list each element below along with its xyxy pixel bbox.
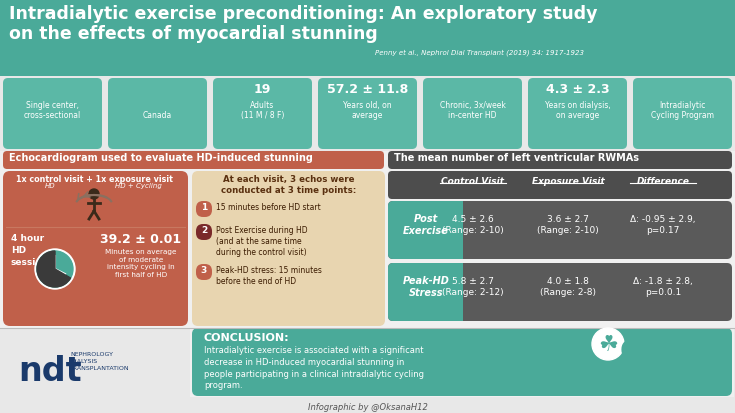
FancyBboxPatch shape [3,171,188,326]
FancyBboxPatch shape [388,202,732,259]
Text: Post
Exercise: Post Exercise [403,213,449,236]
Text: Penny et al., Nephrol Dial Transplant (2019) 34: 1917-1923: Penny et al., Nephrol Dial Transplant (2… [375,49,584,55]
Text: 4.5 ± 2.6
(Range: 2-10): 4.5 ± 2.6 (Range: 2-10) [442,214,504,235]
Text: HD: HD [45,183,55,189]
Circle shape [37,252,73,287]
FancyBboxPatch shape [388,152,732,170]
Bar [0,328,190,413]
Text: Years old, on
average: Years old, on average [343,100,392,120]
Text: Single center,
cross-sectional: Single center, cross-sectional [24,100,81,120]
FancyBboxPatch shape [633,79,732,150]
Text: HD + Cycling: HD + Cycling [115,183,162,189]
Text: Years on dialysis,
on average: Years on dialysis, on average [545,100,610,120]
Text: 4.3 ± 2.3: 4.3 ± 2.3 [545,83,609,96]
FancyBboxPatch shape [95,230,187,322]
Bar [0,77,735,152]
FancyBboxPatch shape [388,202,463,259]
FancyBboxPatch shape [3,79,102,150]
Text: 3.6 ± 2.7
(Range: 2-10): 3.6 ± 2.7 (Range: 2-10) [537,214,599,235]
Text: Intradialytic exercise is associated with a significant
decrease in HD-induced m: Intradialytic exercise is associated wit… [204,345,424,389]
FancyBboxPatch shape [423,79,522,150]
Bar [0,0,735,77]
Text: 15 minutes before HD start: 15 minutes before HD start [216,202,320,211]
Text: 5.8 ± 2.7
(Range: 2-12): 5.8 ± 2.7 (Range: 2-12) [442,276,503,297]
Text: Adults
(11 M / 8 F): Adults (11 M / 8 F) [241,100,284,120]
Text: Δ: -0.95 ± 2.9,
p=0.17: Δ: -0.95 ± 2.9, p=0.17 [630,214,696,235]
Text: NEPHROLOGY
DIALYSIS
TRANSPLANTATION: NEPHROLOGY DIALYSIS TRANSPLANTATION [70,351,129,370]
FancyBboxPatch shape [192,171,385,326]
Text: Post Exercise during HD
(and at the same time
during the control visit): Post Exercise during HD (and at the same… [216,225,308,256]
Text: At each visit, 3 echos were
conducted at 3 time points:: At each visit, 3 echos were conducted at… [221,175,356,195]
Text: GREX: GREX [620,337,704,365]
Text: 1x control visit + 1x exposure visit: 1x control visit + 1x exposure visit [15,175,173,183]
Text: ☘: ☘ [598,334,618,354]
Text: Intradialytic exercise preconditioning: An exploratory study: Intradialytic exercise preconditioning: … [9,5,598,23]
FancyBboxPatch shape [528,79,627,150]
FancyBboxPatch shape [213,79,312,150]
Text: Peak-HD stress: 15 minutes
before the end of HD: Peak-HD stress: 15 minutes before the en… [216,266,322,285]
Text: Intradialytic
Cycling Program: Intradialytic Cycling Program [651,100,714,120]
Bar [734,328,735,413]
Circle shape [35,249,75,289]
Text: 1: 1 [201,202,207,211]
Bar [0,397,735,413]
Text: 4 hour
HD
session: 4 hour HD session [11,233,49,266]
Text: 3: 3 [201,266,207,274]
Text: Canada: Canada [143,111,172,120]
Bar [430,202,463,259]
Text: ndt: ndt [18,354,82,387]
Text: 57.2 ± 11.8: 57.2 ± 11.8 [327,83,408,96]
Text: 4.0 ± 1.8
(Range: 2-8): 4.0 ± 1.8 (Range: 2-8) [540,276,596,297]
Text: Peak-HD
Stress: Peak-HD Stress [403,275,449,297]
Text: Exposure Visit: Exposure Visit [531,177,604,185]
Text: 2: 2 [201,225,207,235]
Text: Chronic, 3x/week
in-center HD: Chronic, 3x/week in-center HD [440,100,506,120]
Text: Control Visit: Control Visit [442,177,504,185]
Text: Difference: Difference [637,177,689,185]
FancyBboxPatch shape [6,230,91,322]
FancyBboxPatch shape [388,171,732,199]
FancyBboxPatch shape [318,79,417,150]
Text: Echocardiogram used to evaluate HD-induced stunning: Echocardiogram used to evaluate HD-induc… [9,153,313,163]
Text: Minutes on average
of moderate
intensity cycling in
first half of HD: Minutes on average of moderate intensity… [105,248,176,278]
FancyBboxPatch shape [196,224,212,240]
FancyBboxPatch shape [196,264,212,280]
FancyBboxPatch shape [196,202,212,218]
FancyBboxPatch shape [108,79,207,150]
Text: 19: 19 [254,83,271,96]
Text: CONCLUSION:: CONCLUSION: [204,332,290,342]
FancyBboxPatch shape [388,263,463,321]
FancyBboxPatch shape [388,263,732,321]
Wedge shape [37,252,71,287]
Text: on the effects of myocardial stunning: on the effects of myocardial stunning [9,25,378,43]
Circle shape [592,328,624,360]
Text: Global Renal EXercise: Global Renal EXercise [617,359,700,368]
Circle shape [89,190,99,199]
Text: The mean number of left ventricular RWMAs: The mean number of left ventricular RWMA… [394,153,639,163]
Text: Infographic by @OksanaH12: Infographic by @OksanaH12 [307,402,428,411]
Text: Δ: -1.8 ± 2.8,
p=0.0.1: Δ: -1.8 ± 2.8, p=0.0.1 [633,276,693,297]
Bar [430,263,463,321]
FancyBboxPatch shape [3,152,384,170]
FancyBboxPatch shape [192,328,732,396]
Text: 39.2 ± 0.01: 39.2 ± 0.01 [101,233,182,245]
